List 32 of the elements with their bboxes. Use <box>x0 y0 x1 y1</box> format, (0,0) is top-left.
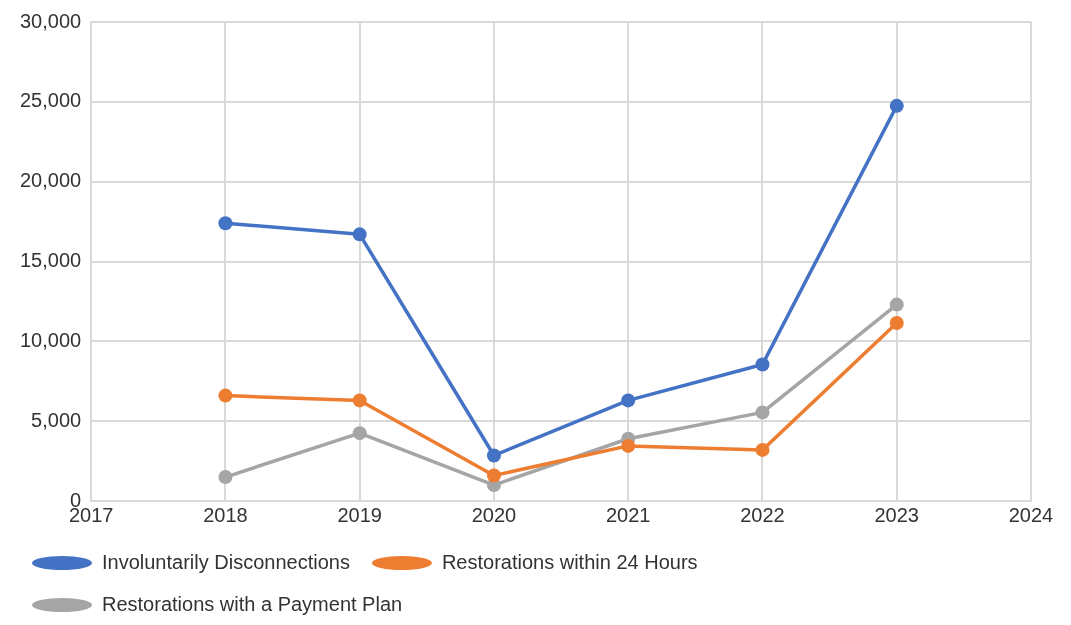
y-tick-label: 15,000 <box>20 249 82 272</box>
point <box>755 405 770 420</box>
point <box>486 468 501 483</box>
point <box>352 393 367 408</box>
legend-label: Restorations within 24 Hours <box>441 550 698 573</box>
x-tick-label: 2023 <box>874 503 919 526</box>
point <box>889 297 904 312</box>
x-tick-label: 2019 <box>337 503 382 526</box>
point <box>218 470 233 485</box>
y-tick-label: 10,000 <box>20 328 82 351</box>
point <box>621 393 636 408</box>
point <box>621 438 636 453</box>
x-tick-label: 2018 <box>203 503 248 526</box>
y-tick-label: 20,000 <box>20 169 82 192</box>
x-tick-label: 2022 <box>740 503 785 526</box>
point <box>755 442 770 457</box>
point <box>486 448 501 463</box>
y-tick-label: 25,000 <box>20 89 82 112</box>
y-tick-label: 5,000 <box>31 408 82 431</box>
legend-label: Involuntarily Disconnections <box>102 550 350 573</box>
point <box>889 315 904 330</box>
x-tick-label: 2024 <box>1008 503 1054 526</box>
point <box>218 216 233 231</box>
point <box>352 227 367 242</box>
x-tick-label: 2020 <box>471 503 517 526</box>
legend-label: Restorations with a Payment Plan <box>102 592 403 615</box>
point <box>218 388 233 403</box>
point <box>889 98 904 113</box>
point <box>352 426 367 441</box>
x-tick-label: 2021 <box>605 503 651 526</box>
point <box>755 357 770 372</box>
y-tick-label: 30,000 <box>20 9 82 32</box>
